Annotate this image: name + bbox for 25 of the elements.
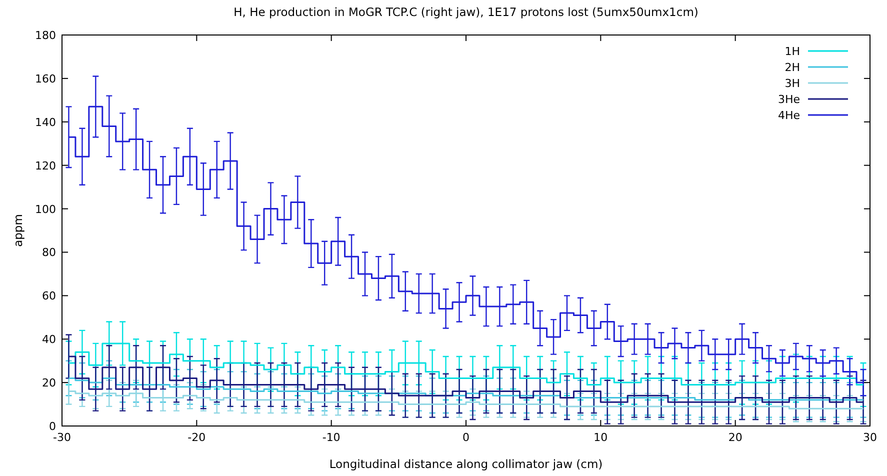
chart-title: H, He production in MoGR TCP.C (right jaw), 1E17 protons lost (5umx50umx1cm) <box>234 5 698 19</box>
y-axis-title: appm <box>11 214 25 247</box>
legend-label: 3H <box>784 77 800 90</box>
legend-label: 4He <box>778 109 800 122</box>
x-tick-label: -10 <box>322 431 340 444</box>
y-tick-label: 0 <box>49 420 56 433</box>
y-tick-label: 140 <box>35 116 56 129</box>
y-tick-label: 20 <box>42 376 56 390</box>
y-tick-label: 180 <box>35 29 56 42</box>
x-axis-title: Longitudinal distance along collimator jaw (cm) <box>329 457 603 471</box>
y-tick-label: 100 <box>35 202 56 216</box>
legend-label: 3He <box>778 93 800 106</box>
x-tick-label: -20 <box>188 431 206 444</box>
y-tick-label: 160 <box>35 72 56 86</box>
y-tick-label: 80 <box>42 246 56 260</box>
y-tick-label: 120 <box>35 159 56 172</box>
x-tick-label: -30 <box>53 431 71 444</box>
legend-label: 2H <box>784 61 800 74</box>
x-tick-label: 10 <box>594 431 608 444</box>
legend-label: 1H <box>784 45 800 58</box>
y-tick-label: 60 <box>42 290 56 303</box>
x-tick-label: 20 <box>728 431 742 444</box>
y-tick-label: 40 <box>42 333 56 346</box>
x-tick-label: 30 <box>863 431 877 444</box>
x-tick-label: 0 <box>462 431 470 444</box>
